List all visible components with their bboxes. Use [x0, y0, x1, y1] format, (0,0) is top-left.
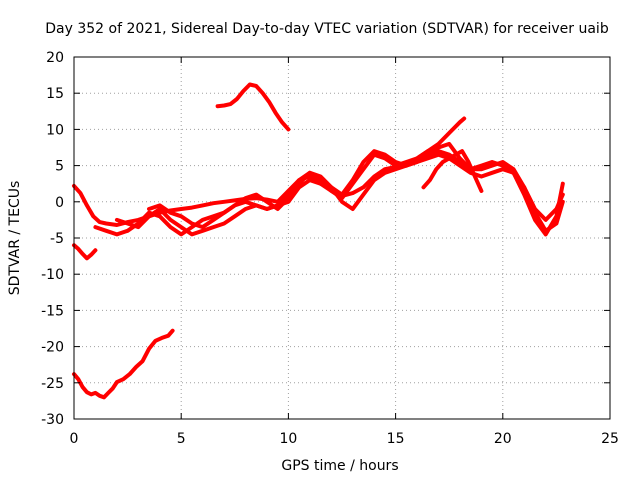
grid: [74, 57, 610, 419]
y-tick-label: -30: [41, 412, 64, 428]
series-line-s6: [215, 82, 291, 132]
y-tick-labels: -30 -25 -20 -15 -10 -5 0 5 10 15 20: [41, 50, 64, 428]
series-line-s8: [72, 328, 175, 400]
y-tick-label: -15: [41, 303, 64, 319]
x-tick-label: 15: [387, 431, 405, 447]
x-tick-label: 10: [279, 431, 297, 447]
y-axis-label: SDTVAR / TECUs: [7, 181, 23, 296]
x-axis-label: GPS time / hours: [281, 458, 398, 474]
y-tick-label: 5: [55, 159, 64, 175]
y-tick-label: -25: [41, 376, 64, 392]
series-line-s4: [147, 116, 467, 230]
x-tick-label: 5: [177, 431, 186, 447]
series-line-s7: [72, 243, 98, 261]
series-line-s2: [93, 141, 565, 237]
series-line-s5: [421, 149, 484, 193]
y-tick-label: 15: [46, 86, 64, 102]
y-tick-label: -20: [41, 340, 64, 356]
ticks: [73, 56, 611, 420]
series-line-s3: [114, 149, 565, 237]
chart-title: Day 352 of 2021, Sidereal Day-to-day VTE…: [45, 21, 609, 37]
x-tick-labels: 0 5 10 15 20 25: [70, 431, 619, 447]
y-tick-label: 10: [46, 122, 64, 138]
x-tick-label: 20: [494, 431, 512, 447]
y-tick-label: -10: [41, 267, 64, 283]
y-tick-label: -5: [50, 231, 64, 247]
x-tick-label: 25: [601, 431, 619, 447]
y-tick-label: 0: [55, 195, 64, 211]
series-line-s1: [72, 152, 565, 227]
y-tick-label: 20: [46, 50, 64, 66]
x-tick-label: 0: [70, 431, 79, 447]
series-group: [72, 82, 565, 400]
